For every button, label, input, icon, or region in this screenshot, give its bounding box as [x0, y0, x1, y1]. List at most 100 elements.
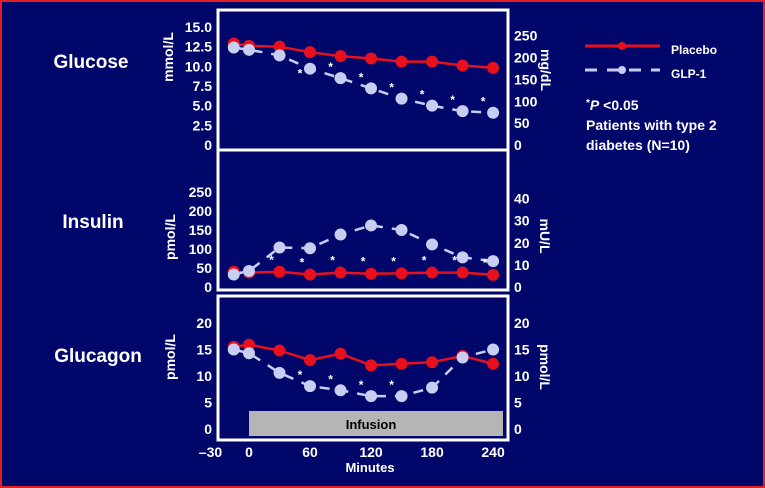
- glucagon-left-tick: 20: [196, 315, 212, 331]
- glucagon-placebo-point: [304, 354, 317, 367]
- panel-title-insulin: Insulin: [62, 212, 123, 233]
- significance-star: *: [452, 254, 457, 268]
- pvalue-note: *P <0.05: [586, 97, 639, 113]
- insulin-left-tick: 250: [189, 184, 213, 200]
- insulin-placebo-point: [273, 265, 286, 278]
- glucagon-placebo-point: [426, 356, 439, 369]
- insulin-glp1-point: [243, 265, 255, 278]
- x-tick-label: 120: [359, 444, 383, 460]
- significance-star: *: [389, 378, 394, 392]
- insulin-placebo-point: [487, 268, 500, 281]
- x-tick-label: 180: [420, 444, 444, 460]
- significance-star: *: [300, 255, 305, 269]
- glucagon-placebo-point: [334, 347, 347, 360]
- glucagon-glp1-point: [395, 390, 408, 403]
- x-tick-label: 60: [302, 444, 318, 460]
- glucagon-placebo-line: [233, 343, 494, 367]
- glucose-left-tick: 12.5: [185, 39, 212, 55]
- glucagon-placebo-point: [487, 357, 500, 370]
- glucagon-glp1-point: [273, 366, 286, 379]
- insulin-glp1-point: [395, 224, 408, 236]
- glucagon-right-tick: 15: [514, 342, 530, 358]
- glucose-glp1-point: [227, 41, 240, 54]
- insulin-placebo-line: [233, 270, 494, 277]
- insulin-right-unit: mU/L: [537, 219, 553, 254]
- glucagon-glp1-point: [227, 343, 240, 356]
- significance-star: *: [483, 256, 488, 270]
- significance-star: *: [359, 70, 364, 84]
- glucose-placebo-point: [365, 52, 378, 65]
- glucagon-left-unit: pmol/L: [162, 334, 178, 380]
- insulin-placebo-point: [456, 266, 469, 279]
- glucose-placebo-line: [233, 42, 494, 70]
- insulin-glp1-point: [426, 238, 439, 251]
- insulin-left-tick: 0: [204, 279, 212, 295]
- x-axis-label: Minutes: [345, 460, 394, 475]
- glucose-left-tick: 2.5: [193, 117, 213, 133]
- significance-star: *: [361, 255, 366, 269]
- glucose-right-tick: 250: [514, 28, 538, 44]
- insulin-glp1-point: [273, 241, 286, 254]
- pvalue-threshold: <0.05: [599, 97, 639, 113]
- significance-star: *: [328, 372, 333, 386]
- significance-star: *: [422, 254, 427, 268]
- insulin-panel-frame: [216, 148, 510, 292]
- glucagon-left-tick: 15: [196, 342, 212, 358]
- glucose-placebo-point: [395, 55, 408, 68]
- glucose-right-unit: mg/dL: [538, 49, 554, 91]
- glucagon-left-tick: 5: [204, 395, 212, 411]
- glucagon-left-tick: 0: [204, 421, 212, 437]
- x-tick-label: 0: [245, 444, 253, 460]
- significance-star: *: [481, 95, 486, 109]
- glucagon-left-tick: 10: [196, 368, 212, 384]
- glucagon-right-tick: 10: [514, 368, 530, 384]
- legend-placebo-label: Placebo: [671, 43, 717, 57]
- x-tick-label: –30: [199, 444, 223, 460]
- insulin-placebo-point: [395, 267, 408, 280]
- significance-star: *: [298, 67, 303, 81]
- insulin-right-tick: 10: [514, 257, 530, 273]
- insulin-left-tick: 100: [189, 241, 213, 257]
- glucagon-right-tick: 0: [514, 421, 522, 437]
- glucagon-glp1-line: [233, 348, 494, 398]
- patients-note-line1: Patients with type 2: [586, 117, 717, 133]
- glucagon-right-tick: 5: [514, 395, 522, 411]
- significance-star: *: [269, 253, 274, 267]
- significance-star: *: [391, 254, 396, 268]
- glucose-glp1-point: [456, 105, 469, 118]
- glucagon-placebo-point: [243, 338, 255, 351]
- insulin-glp1-point: [304, 242, 317, 255]
- glucose-glp1-point: [304, 62, 317, 75]
- significance-star: *: [420, 88, 425, 102]
- significance-star: *: [389, 81, 394, 95]
- insulin-glp1-point: [334, 228, 347, 241]
- insulin-right-tick: 20: [514, 235, 530, 251]
- glucose-placebo-point: [304, 46, 317, 59]
- glucagon-placebo-point: [365, 359, 378, 372]
- glucagon-glp1-point: [456, 351, 469, 364]
- glucose-right-tick: 50: [514, 115, 530, 131]
- glucose-glp1-point: [395, 92, 408, 105]
- glucagon-glp1-point: [426, 381, 439, 394]
- glucose-glp1-point: [273, 49, 286, 62]
- glucagon-glp1-point: [365, 390, 378, 403]
- glucose-placebo-point: [273, 40, 286, 53]
- significance-star: *: [359, 378, 364, 392]
- glucose-glp1-point: [243, 43, 255, 56]
- glucose-left-tick: 7.5: [193, 78, 213, 94]
- glucose-glp1-point: [487, 106, 500, 119]
- legend-placebo-marker: [618, 42, 626, 50]
- insulin-right-tick: 30: [514, 213, 530, 229]
- pvalue-star: *: [586, 98, 590, 109]
- insulin-placebo-point: [365, 267, 378, 280]
- significance-star: *: [298, 368, 303, 382]
- glucagon-glp1-point: [487, 343, 500, 356]
- insulin-glp1-line: [233, 224, 494, 276]
- infusion-bar: [249, 411, 503, 436]
- glucose-right-tick: 0: [514, 137, 522, 153]
- glucose-glp1-point: [426, 99, 439, 112]
- glucose-placebo-point: [426, 55, 439, 68]
- significance-star: *: [450, 93, 455, 107]
- x-tick-label: 240: [481, 444, 505, 460]
